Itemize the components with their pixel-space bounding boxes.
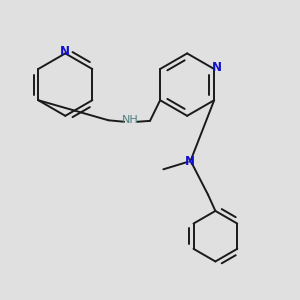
Text: N: N — [212, 61, 222, 74]
Text: N: N — [60, 45, 70, 58]
Text: NH: NH — [122, 115, 139, 125]
Text: N: N — [185, 155, 195, 168]
